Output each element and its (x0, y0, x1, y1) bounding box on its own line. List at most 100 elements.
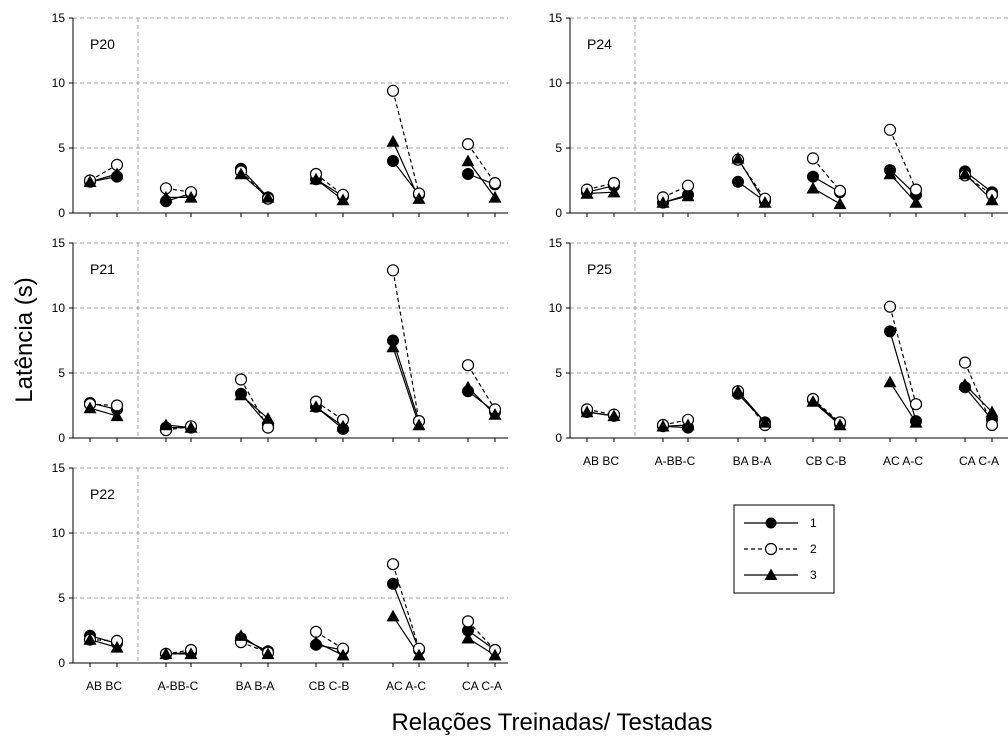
y-tick-label: 5 (58, 141, 65, 155)
panel-p24: 0 5 10 15 P24 (549, 11, 1008, 220)
series-3-line (89, 407, 118, 417)
series-3-point (412, 648, 426, 661)
series-3-point (656, 419, 670, 432)
series-2-point (386, 264, 400, 277)
panel-p21: 0 5 10 15 P21 (52, 236, 508, 445)
legend-label: 1 (810, 516, 817, 530)
series-1-point (884, 325, 896, 338)
series-3-point (806, 181, 820, 194)
x-tick-label: AC A-C (386, 679, 426, 693)
legend-label: 3 (810, 568, 817, 582)
series-3-point (580, 187, 594, 199)
series-3-point (758, 415, 772, 428)
series-2-point (488, 177, 502, 190)
series-3-point (580, 405, 594, 418)
panel-label: P22 (90, 486, 115, 502)
series-3-point (731, 151, 745, 164)
y-tick-label: 5 (555, 141, 562, 155)
y-tick-label: 5 (58, 591, 65, 605)
series-3-point (234, 388, 248, 401)
x-tick-label: AC A-C (883, 454, 923, 468)
series-3-point (488, 648, 502, 661)
series-2-point (883, 123, 897, 136)
x-tick-label: CA C-A (462, 679, 502, 693)
series-3-point (234, 167, 248, 180)
x-tick-label: BA B-A (733, 454, 772, 468)
series-3-point (758, 196, 772, 208)
series-1-point (387, 155, 399, 167)
series-3-point (731, 384, 745, 397)
series-2-line (315, 631, 344, 650)
panel-p22: 0 5 10 15 P22 AB BC A-BB-C BA B-A CB C-B AC A-C CA… (52, 461, 508, 693)
legend-marker (764, 542, 778, 556)
series-2-point (909, 183, 923, 196)
series-2-point (234, 373, 248, 386)
series-2-point (461, 359, 475, 372)
series-3-point (958, 378, 972, 390)
legend-label: 2 (810, 542, 817, 556)
series-2-point (386, 84, 400, 97)
series-3-point (607, 185, 621, 198)
panel-label: P20 (90, 36, 115, 52)
series-2-point (461, 615, 475, 628)
series-1-point (732, 175, 744, 188)
series-1-point (387, 577, 399, 590)
x-tick-label: CB C-B (309, 679, 350, 693)
series-3-line (392, 141, 420, 199)
series-2-line (315, 401, 344, 421)
legend-box (733, 504, 835, 594)
series-3-point (110, 409, 124, 422)
y-tick-label: 15 (52, 11, 66, 25)
series-3-point (234, 629, 248, 641)
series-3-point (159, 647, 173, 660)
series-3-point (159, 418, 173, 431)
series-2-line (812, 158, 841, 192)
y-tick-label: 0 (58, 431, 65, 445)
series-2-line (240, 379, 269, 428)
panel-label: P24 (587, 36, 612, 52)
series-3-point (412, 192, 426, 204)
series-3-point (985, 405, 999, 418)
series-2-point (958, 356, 972, 369)
series-3-point (412, 418, 426, 431)
series-3-point (607, 409, 621, 422)
y-tick-label: 15 (549, 236, 563, 250)
y-tick-label: 10 (549, 301, 563, 315)
series-3-point (309, 400, 323, 412)
series-3-point (336, 193, 350, 206)
series-3-point (110, 640, 124, 653)
panel-label: P25 (587, 261, 612, 277)
x-axis-title: Relações Treinadas/ Testadas (391, 709, 712, 736)
series-3-point (461, 631, 475, 644)
series-3-point (336, 648, 350, 661)
x-tick-label: A-BB-C (158, 679, 199, 693)
series-2-point (261, 421, 275, 434)
series-2-point (833, 184, 847, 197)
panel-p25: 0 5 10 15 P25 AB BC A-BB-C BA B-A CB C-B AC A-C CA… (549, 236, 1008, 468)
series-2-line (889, 306, 917, 405)
series-3-point (656, 196, 670, 208)
x-tick-label: AB BC (583, 454, 619, 468)
series-2-point (309, 625, 323, 638)
series-3-point (184, 421, 198, 433)
series-2-point (681, 179, 695, 192)
series-2-point (883, 300, 897, 313)
y-tick-label: 5 (555, 366, 562, 380)
series-2-point (386, 558, 400, 571)
y-tick-label: 0 (58, 206, 65, 220)
series-3-point (83, 633, 97, 645)
series-2-point (806, 152, 820, 165)
series-3-point (261, 412, 275, 424)
series-2-line (392, 564, 420, 649)
series-3-point (909, 415, 923, 428)
series-2-point (909, 398, 923, 411)
series-3-point (261, 190, 275, 203)
legend-marker (765, 517, 777, 529)
y-tick-label: 15 (549, 11, 563, 25)
series-1-point (807, 170, 819, 183)
series-2-line (392, 270, 420, 422)
panel-label: P21 (90, 261, 115, 277)
y-tick-label: 10 (52, 526, 66, 540)
series-3-point (909, 196, 923, 208)
